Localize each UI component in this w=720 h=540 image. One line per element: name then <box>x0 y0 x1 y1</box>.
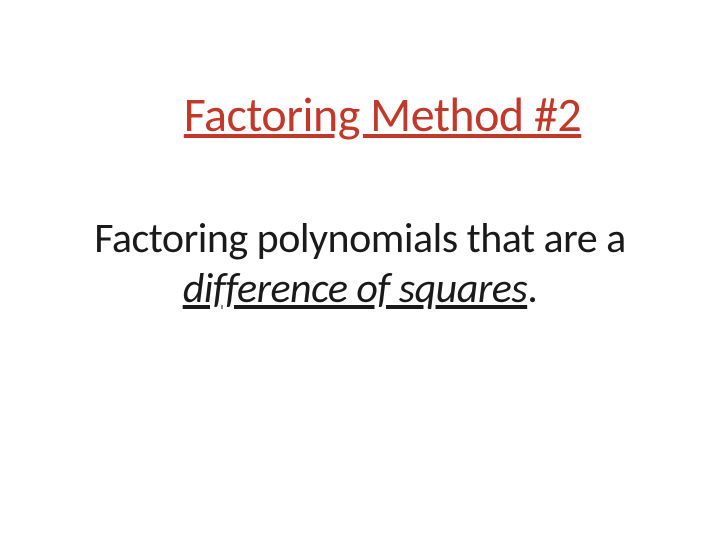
body-line-1: Factoring polynomials that are a <box>94 213 626 264</box>
slide-container: Factoring Method #2 Factoring polynomial… <box>0 0 720 540</box>
slide-body: Factoring polynomials that are a differe… <box>30 214 690 315</box>
body-emphasis: difference of squares <box>183 263 527 314</box>
body-period: . <box>527 263 537 314</box>
slide-title: Factoring Method #2 <box>30 85 690 144</box>
